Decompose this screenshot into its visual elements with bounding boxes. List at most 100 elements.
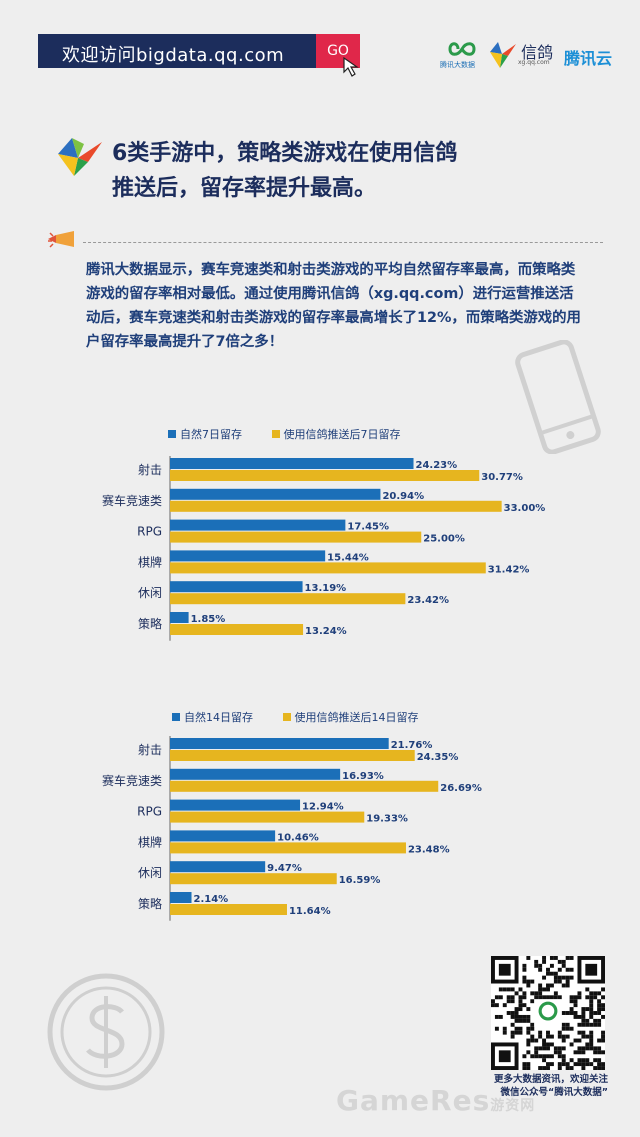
qr-module bbox=[569, 967, 574, 972]
qr-module bbox=[577, 1062, 582, 1067]
qr-module bbox=[518, 1007, 523, 1012]
go-button[interactable]: GO bbox=[316, 34, 360, 68]
qr-module bbox=[542, 1054, 547, 1059]
qr-module bbox=[546, 1054, 550, 1059]
qr-module bbox=[526, 1030, 531, 1035]
qr-module bbox=[589, 1030, 594, 1035]
qr-module bbox=[522, 1066, 527, 1070]
qr-module bbox=[557, 1054, 562, 1059]
qr-module bbox=[522, 1014, 527, 1019]
qr-module bbox=[569, 975, 574, 980]
qr-module bbox=[553, 956, 558, 960]
bar-push bbox=[170, 531, 422, 543]
qr-module bbox=[593, 1018, 598, 1023]
qr-caption: 更多大数据资讯，欢迎关注 微信公众号“腾讯大数据” bbox=[488, 1073, 608, 1099]
qr-module bbox=[589, 1038, 594, 1043]
qr-module bbox=[585, 987, 590, 992]
qr-module bbox=[526, 1018, 531, 1023]
chart-14day-retention: 射击 21.76%24.35% 赛车竞速类 16.93% 26.69% RPG 12.94%… bbox=[102, 736, 482, 921]
qr-module bbox=[494, 1014, 499, 1019]
qr-module bbox=[589, 1046, 594, 1051]
qr-module bbox=[491, 999, 495, 1004]
watermark-main: GameRes bbox=[336, 1084, 491, 1117]
qr-module bbox=[569, 1026, 574, 1031]
qr-module bbox=[565, 983, 570, 988]
qr-module bbox=[585, 1018, 590, 1023]
section-divider bbox=[83, 242, 603, 243]
qr-module bbox=[498, 987, 503, 992]
qr-module bbox=[534, 1038, 539, 1043]
visit-banner[interactable]: 欢迎访问bigdata.qq.com GO bbox=[38, 34, 360, 68]
qr-module bbox=[522, 1003, 527, 1008]
qr-module bbox=[565, 956, 570, 960]
cursor-icon bbox=[343, 56, 359, 77]
bar-natural bbox=[170, 550, 326, 562]
qr-module bbox=[593, 991, 598, 996]
qr-module bbox=[565, 1066, 570, 1070]
qr-module bbox=[534, 1054, 539, 1059]
qr-module bbox=[526, 1026, 531, 1031]
qr-module bbox=[585, 1034, 590, 1039]
qr-module bbox=[597, 1050, 602, 1055]
qr-module bbox=[593, 1022, 598, 1027]
qr-module bbox=[573, 1003, 578, 1008]
qr-module bbox=[553, 1050, 558, 1055]
bar-natural bbox=[170, 799, 301, 811]
qr-module bbox=[557, 1050, 562, 1055]
qr-module bbox=[569, 1011, 574, 1015]
pigeon-icon bbox=[490, 42, 516, 68]
qr-module bbox=[589, 1022, 594, 1027]
qr-module bbox=[526, 1038, 531, 1043]
banner-url-text: 欢迎访问bigdata.qq.com bbox=[62, 45, 285, 66]
qr-code[interactable] bbox=[490, 956, 606, 1070]
qr-module bbox=[581, 1022, 586, 1027]
chart2-legend: 自然14日留存 使用信鸽推送后14日留存 bbox=[172, 709, 445, 725]
qr-module bbox=[577, 1038, 582, 1043]
qr-module bbox=[561, 1054, 566, 1059]
qr-module bbox=[502, 1026, 507, 1031]
qr-module bbox=[522, 995, 527, 1000]
category-label: 棋牌 bbox=[138, 555, 162, 569]
bar-natural bbox=[170, 830, 276, 842]
qr-module bbox=[522, 1054, 527, 1059]
qr-module bbox=[506, 995, 511, 1000]
qr-module bbox=[565, 1034, 570, 1039]
qr-module bbox=[577, 1050, 582, 1055]
qr-module bbox=[534, 959, 539, 964]
qr-module bbox=[530, 979, 535, 984]
data-label: 30.77% bbox=[481, 472, 523, 483]
qr-module bbox=[561, 959, 566, 964]
category-label: 棋牌 bbox=[138, 835, 162, 849]
qr-module bbox=[514, 1011, 519, 1015]
bar-natural bbox=[170, 612, 189, 623]
bar-natural bbox=[170, 768, 341, 780]
qr-module bbox=[585, 1042, 590, 1047]
category-label: RPG bbox=[137, 805, 162, 819]
qr-module bbox=[549, 1042, 554, 1047]
qr-module bbox=[502, 1003, 507, 1008]
category-label: 休闲 bbox=[138, 586, 162, 600]
qr-module bbox=[542, 987, 547, 992]
qr-module bbox=[538, 1046, 543, 1051]
qr-module bbox=[565, 967, 570, 972]
bar-push bbox=[170, 811, 365, 823]
qr-module bbox=[502, 1030, 507, 1035]
legend-item-push-14: 使用信鸽推送后14日留存 bbox=[282, 709, 419, 725]
qr-module bbox=[526, 1007, 531, 1012]
data-label: 23.42% bbox=[407, 595, 449, 606]
data-label: 15.44% bbox=[327, 552, 369, 563]
qr-module bbox=[510, 1034, 515, 1039]
qr-module bbox=[538, 983, 543, 988]
qr-module bbox=[498, 1014, 503, 1019]
qr-module bbox=[581, 1007, 586, 1012]
data-label: 23.48% bbox=[408, 844, 450, 855]
qr-module bbox=[593, 1011, 598, 1015]
headline-line2: 推送后，留存率提升最高。 bbox=[112, 176, 377, 201]
bar-natural bbox=[170, 488, 381, 500]
legend-label: 自然14日留存 bbox=[184, 711, 253, 724]
qr-module bbox=[577, 1014, 582, 1019]
qr-module bbox=[557, 995, 562, 1000]
data-label: 24.23% bbox=[416, 460, 458, 471]
qr-module bbox=[542, 956, 547, 960]
qr-module bbox=[502, 987, 507, 992]
